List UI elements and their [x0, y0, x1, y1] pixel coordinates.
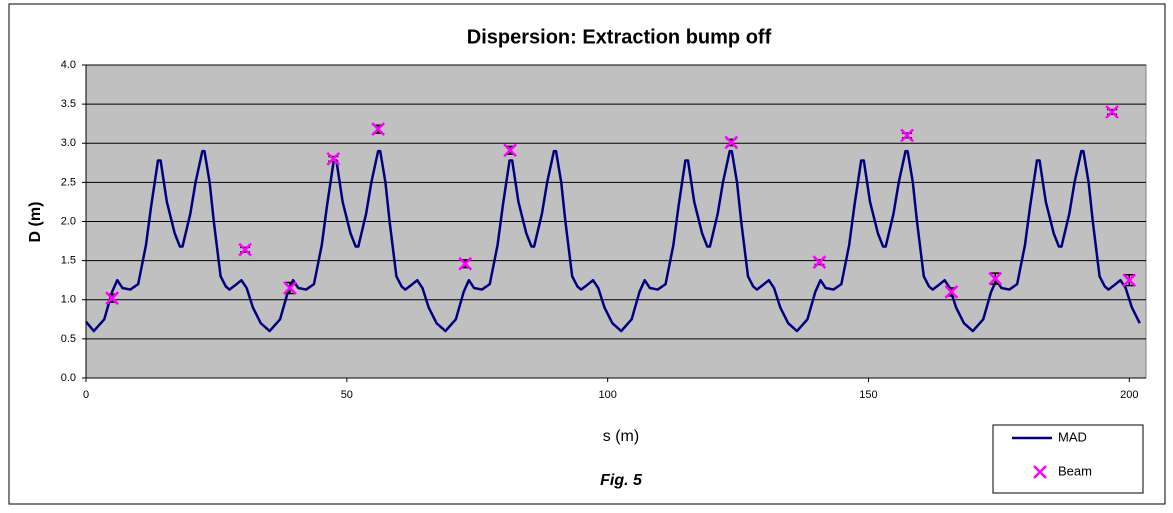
x-tick-label: 200 [1120, 389, 1138, 401]
figure-caption: Fig. 5 [600, 472, 643, 489]
beam-point [900, 128, 914, 143]
mad-line [85, 149, 1141, 333]
beam-point [283, 281, 297, 295]
beam-point [988, 271, 1003, 286]
y-tick-label: 3.0 [61, 137, 76, 149]
x-tick-label: 50 [341, 389, 353, 401]
legend-label: MAD [1058, 429, 1087, 444]
y-tick-label: 2.5 [61, 176, 76, 188]
legend-swatch [1033, 465, 1047, 479]
beam-point [105, 291, 119, 306]
y-tick-label: 0.0 [61, 372, 76, 384]
x-tick-label: 0 [83, 389, 89, 401]
beam-point [458, 256, 473, 271]
x-tick-label: 150 [859, 389, 877, 401]
beam-point [1105, 105, 1119, 119]
y-tick-label: 3.5 [61, 98, 76, 110]
beam-point [1122, 273, 1137, 288]
y-tick-label: 0.5 [61, 333, 76, 345]
legend-box [992, 424, 1144, 494]
y-axis-label: D (m) [27, 202, 44, 243]
beam-point [371, 122, 386, 137]
y-tick-label: 2.0 [61, 215, 76, 227]
y-tick-label: 1.0 [61, 294, 76, 306]
chart-title: Dispersion: Extraction bump off [467, 26, 772, 48]
x-axis-label: s (m) [603, 428, 639, 445]
y-tick-label: 4.0 [61, 59, 76, 71]
legend-label: Beam [1058, 463, 1092, 478]
beam-point [326, 152, 341, 166]
x-tick-label: 100 [598, 389, 616, 401]
beam-point [724, 135, 739, 150]
beam-point [503, 143, 517, 158]
beam-point [944, 285, 959, 299]
y-tick-label: 1.5 [61, 255, 76, 267]
beam-point [812, 255, 827, 270]
beam-point [238, 242, 252, 257]
